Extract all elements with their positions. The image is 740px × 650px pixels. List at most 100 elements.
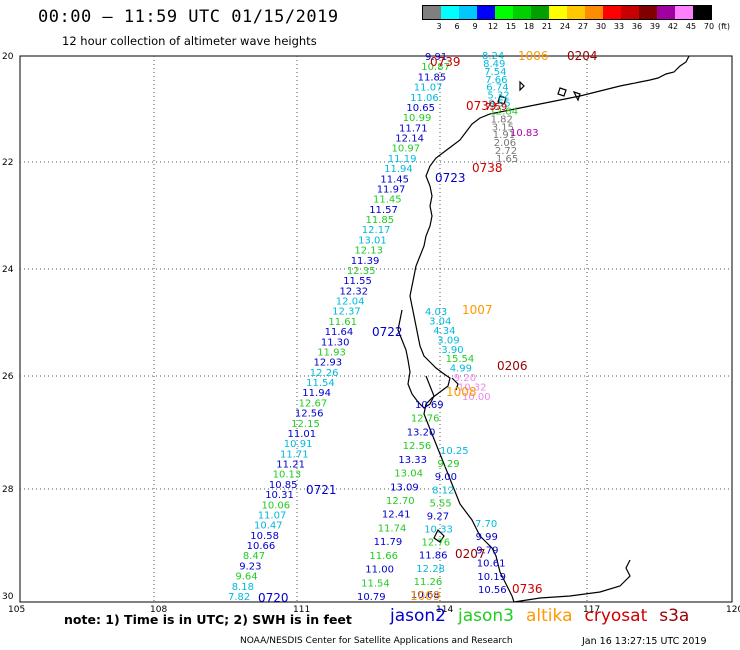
wave-height-value: 10.33	[424, 525, 453, 536]
legend-swatch	[477, 6, 495, 19]
wave-height-value: 6.74	[486, 83, 508, 94]
legend-tick-label: 18	[523, 22, 535, 31]
legend-color-bar	[422, 5, 712, 20]
wave-height-value: 12.37	[332, 307, 361, 318]
wave-height-value: 11.61	[328, 317, 357, 328]
wave-height-legend: 3 6 9 12 15 18 21 24 27 30 33 36 39 42 45 70 (ft)	[422, 5, 730, 32]
latitude-label: 26	[2, 372, 14, 382]
legend-tick-label: 6	[454, 22, 460, 31]
wave-height-value: 11.45	[380, 174, 409, 185]
wave-height-value: 12.13	[354, 246, 383, 257]
wave-height-value: 11.57	[369, 205, 398, 216]
wave-height-value: 9.27	[427, 512, 449, 523]
legend-tick-label: 42	[667, 22, 679, 31]
wave-height-value: 5.55	[430, 498, 452, 509]
wave-height-value: 12.93	[314, 358, 343, 369]
wave-height-value: 11.55	[343, 276, 372, 287]
wave-height-value: 11.07	[414, 83, 443, 94]
legend-swatch	[585, 6, 603, 19]
wave-height-value: 2.72	[495, 146, 517, 157]
wave-height-value: 10.58	[250, 531, 279, 542]
legend-tick-label: 33	[613, 22, 625, 31]
legend-swatch	[549, 6, 567, 19]
pass-label: 1006	[518, 49, 549, 63]
bay-islands	[433, 528, 445, 543]
wave-height-value: 11.26	[414, 577, 443, 588]
legend-swatch	[675, 6, 693, 19]
wave-height-value: 10.61	[477, 559, 506, 570]
pass-labels: 0720 0721 0722 0723 0739 0739 0738 0736 0204 0206…	[258, 49, 598, 605]
series-legend-altika: altika	[526, 606, 573, 626]
longitude-label: 117	[583, 605, 600, 615]
wave-height-value: 12.76	[422, 538, 451, 549]
wave-height-value: 3.15	[492, 122, 514, 133]
wave-height-value: 10.06	[262, 500, 291, 511]
legend-swatch	[423, 6, 441, 19]
legend-tick-label: 45	[685, 22, 697, 31]
wave-height-value: 4.03	[425, 307, 447, 318]
wave-height-value: 12.28	[416, 564, 445, 575]
legend-swatch	[693, 6, 711, 19]
wave-height-value: 10.65	[406, 103, 435, 114]
wave-height-value: 3.04	[429, 316, 451, 327]
wave-height-value: 12.26	[310, 368, 339, 379]
coastline	[397, 55, 690, 603]
series-legend-cryosat: cryosat	[584, 606, 648, 626]
wave-height-value: 10.69	[415, 400, 444, 411]
wave-height-value: 12.56	[295, 409, 324, 420]
legend-swatch	[639, 6, 657, 19]
small-island-1	[497, 95, 507, 105]
wave-height-value: 12.32	[340, 286, 369, 297]
mainland-coastline	[409, 55, 690, 603]
wave-height-value: 11.45	[373, 195, 402, 206]
legend-swatch	[495, 6, 513, 19]
pass-label: 0204	[567, 49, 598, 63]
wave-height-value: 11.00	[365, 565, 394, 576]
pass-label: 0720	[258, 591, 289, 605]
map-title: 00:00 — 11:59 UTC 01/15/2019	[38, 7, 339, 27]
wave-height-value: 10.47	[254, 521, 283, 532]
wave-height-value: 11.54	[306, 378, 335, 389]
wave-height-value: 11.71	[399, 123, 428, 134]
wave-height-value: 4.34	[433, 326, 455, 337]
wave-height-value: 12.41	[382, 510, 411, 521]
wave-height-value: 9.29	[437, 459, 459, 470]
wave-height-value: 11.07	[258, 511, 287, 522]
pass-label: 0736	[512, 582, 543, 596]
small-island-3	[572, 90, 581, 102]
satellite-series-legend: jason2 jason3 altika cryosat s3a	[390, 606, 701, 626]
wave-height-value: 10.83	[510, 128, 539, 139]
units-note: note: 1) Time is in UTC; 2) SWH is in fe…	[64, 612, 352, 627]
wave-height-value: 7.82	[228, 592, 250, 603]
wave-height-value: 9.64	[235, 572, 257, 583]
legend-tick-label: 30	[595, 22, 607, 31]
legend-tick-label: 24	[559, 22, 571, 31]
legend-swatch	[441, 6, 459, 19]
wave-height-value: 10.56	[478, 585, 507, 596]
wave-height-value: 2.06	[494, 138, 516, 149]
wave-height-value: 10.85	[269, 480, 298, 491]
wave-height-value: 11.97	[377, 185, 406, 196]
wave-height-value: 9.91	[425, 52, 447, 63]
longitude-label: 114	[436, 605, 453, 615]
legend-unit: (ft)	[717, 22, 731, 31]
wave-height-value: 12.67	[299, 398, 328, 409]
wave-height-value: 12.56	[403, 441, 432, 452]
wave-height-value: 12.35	[347, 266, 376, 277]
legend-tick-label: 39	[649, 22, 661, 31]
wave-height-value: 11.94	[302, 388, 331, 399]
legend-swatch	[657, 6, 675, 19]
pass-label: 0207	[455, 547, 486, 561]
wave-height-value: 8.18	[232, 582, 254, 593]
legend-tick-label: 27	[577, 22, 589, 31]
wave-height-value: 5.32	[487, 91, 509, 102]
wave-height-value: 10.00	[462, 392, 491, 403]
generated-timestamp: Jan 16 13:27:15 UTC 2019	[582, 636, 707, 647]
wave-height-value: 7.70	[475, 519, 497, 530]
island-outline	[519, 80, 525, 92]
wave-height-value: 12.76	[411, 414, 440, 425]
wave-height-value: 10.97	[392, 144, 421, 155]
inlet-outline	[451, 377, 459, 391]
wave-height-value: 15.54	[446, 354, 475, 365]
legend-tick-label: 12	[487, 22, 499, 31]
